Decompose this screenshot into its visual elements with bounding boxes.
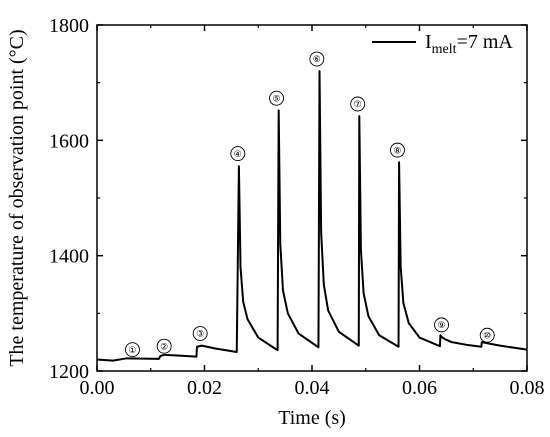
peak-annotation: ② [156, 338, 172, 354]
y-tick-label: 1200 [49, 361, 89, 383]
annotation-circle [230, 146, 246, 162]
y-tick-label: 1600 [49, 130, 89, 152]
annotation-label: ③ [196, 330, 204, 340]
annotation-circle [192, 326, 208, 341]
annotation-label: ⑤ [272, 94, 280, 104]
annotation-label: ⑥ [313, 55, 321, 65]
peak-annotation: ④ [230, 146, 246, 162]
peak-annotation: ⑩ [479, 327, 495, 343]
annotation-circle [434, 317, 449, 333]
peak-annotation: ⑧ [390, 142, 405, 158]
peak-annotation: ⑤ [269, 90, 284, 106]
annotation-circle [350, 96, 366, 112]
legend-label-main: I [425, 31, 432, 53]
plot-area [96, 24, 528, 372]
annotation-circle [269, 90, 284, 106]
x-tick-label: 0.06 [402, 377, 437, 399]
x-axis: 0.00 0.02 0.04 0.06 0.08 [80, 25, 545, 399]
annotation-circle [390, 142, 405, 158]
annotation-circle [309, 51, 325, 67]
annotation-label: ⑧ [393, 146, 401, 156]
plot-frame [96, 24, 528, 372]
series-line [96, 70, 528, 362]
x-axis-title: Time (s) [278, 407, 346, 429]
annotation-circle [479, 327, 495, 343]
peak-annotation: ③ [192, 326, 208, 341]
annotation-circle [125, 342, 140, 358]
annotation-label: ② [160, 342, 168, 352]
annotation-label: ⑨ [437, 321, 445, 331]
x-tick-label: 0.08 [510, 377, 545, 399]
y-axis-title: The temperature of observation point (°C… [6, 29, 28, 366]
y-tick-label: 1400 [49, 246, 89, 268]
annotation-label: ⑦ [354, 100, 362, 110]
annotation-layer: ① ② ③ ④ ⑤ ⑥ ⑦ ⑧ ⑨ ⑩ [125, 51, 495, 358]
peak-annotation: ⑥ [309, 51, 325, 67]
annotation-label: ⑩ [483, 331, 491, 341]
y-axis: 1200 1400 1600 1800 [49, 15, 527, 383]
legend-label: Imelt=7 mA [425, 31, 513, 57]
peak-annotation: ① [125, 342, 140, 358]
legend-label-rest: =7 mA [457, 31, 514, 53]
annotation-label: ④ [234, 150, 242, 160]
peak-annotation: ⑦ [350, 96, 366, 112]
annotation-circle [156, 338, 172, 354]
legend: Imelt=7 mA [372, 31, 513, 57]
x-tick-label: 0.04 [295, 377, 330, 399]
y-tick-label: 1800 [49, 15, 89, 37]
annotation-label: ① [128, 346, 136, 356]
peak-annotation: ⑨ [434, 317, 449, 333]
x-tick-label: 0.02 [187, 377, 222, 399]
x-tick-label: 0.00 [80, 377, 115, 399]
legend-label-subscript: melt [432, 42, 457, 57]
